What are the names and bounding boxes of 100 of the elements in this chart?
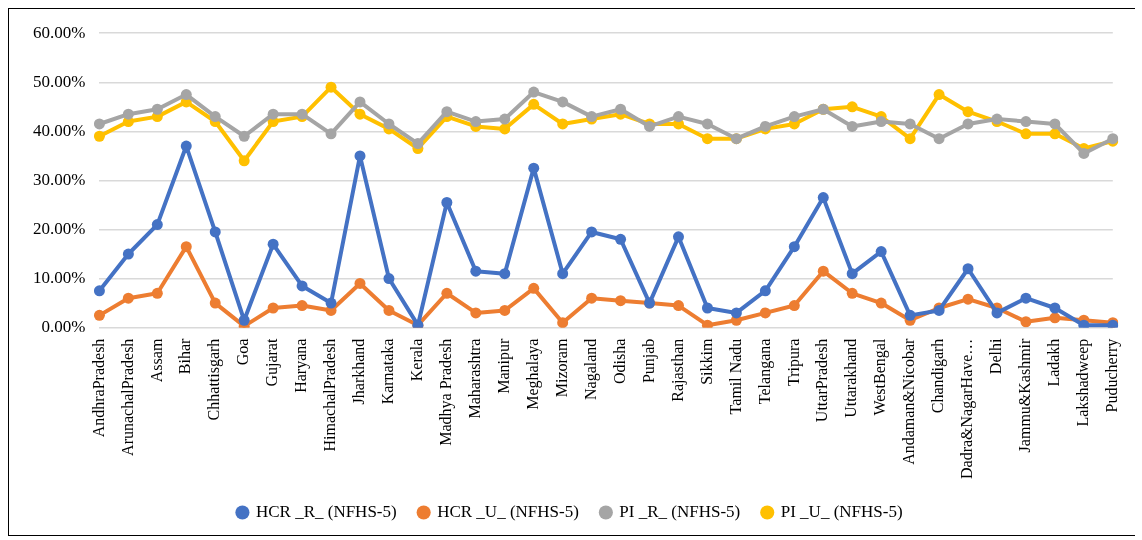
point [557, 268, 569, 280]
point [817, 265, 829, 277]
point [701, 133, 713, 145]
point [904, 118, 916, 130]
x-tick-label: Rajasthan [668, 338, 687, 402]
x-tick-label: Goa [234, 338, 252, 366]
point [701, 118, 713, 130]
x-tick-label: Karnataka [379, 338, 397, 405]
x-tick-label: Uttarakhand [842, 338, 860, 418]
x-tick-label: Chhattisgarh [205, 338, 224, 421]
point [846, 268, 858, 280]
y-tick-label: 0.00% [41, 317, 86, 337]
point [354, 96, 366, 108]
x-tick-label: Sikkim [697, 338, 715, 385]
point [180, 140, 192, 152]
x-tick-label: Tripura [784, 338, 803, 387]
point [759, 285, 771, 297]
point [470, 265, 482, 277]
point [1020, 316, 1032, 328]
x-tick-label: WestBengal [871, 338, 890, 416]
point [238, 130, 250, 142]
x-tick-label: Maharashtra [466, 338, 484, 419]
point [528, 282, 540, 294]
x-tick-label: Mizoram [552, 338, 570, 398]
point [933, 133, 945, 145]
point [701, 302, 713, 314]
legend-label: HCR _R_ (NFHS-5) [255, 501, 397, 521]
x-tick-label: Madhya Pradesh [437, 338, 456, 446]
point [122, 108, 134, 120]
point [325, 81, 337, 93]
y-tick-label: 30.00% [32, 169, 86, 189]
legend-label: HCR _U_ (NFHS-5) [437, 501, 579, 521]
point [991, 307, 1003, 319]
x-tick-label: Gujarat [263, 338, 282, 387]
point [701, 319, 713, 328]
point [1049, 118, 1061, 130]
point [470, 307, 482, 319]
point [875, 116, 887, 128]
point [846, 287, 858, 299]
point [383, 304, 395, 316]
point [1020, 128, 1032, 140]
point [672, 111, 684, 123]
x-tick-label: Kerala [408, 338, 426, 382]
point [933, 89, 945, 101]
point [151, 287, 163, 299]
point [875, 297, 887, 309]
point [93, 130, 105, 142]
point [296, 280, 308, 292]
point [499, 304, 511, 316]
point [586, 226, 598, 238]
point [759, 307, 771, 319]
x-tick-label: Telangana [755, 338, 774, 405]
point [151, 103, 163, 115]
point [93, 309, 105, 321]
point [1078, 319, 1090, 328]
x-tick-label: UttarPradesh [813, 338, 831, 423]
point [962, 293, 974, 305]
x-tick-label: ArunachalPradesh [118, 338, 136, 456]
x-tick-label: HimachalPradesh [321, 338, 339, 452]
legend-label: PI _U_ (NFHS-5) [780, 501, 903, 521]
point [267, 302, 279, 314]
point [441, 196, 453, 208]
point [209, 111, 221, 123]
point [904, 309, 916, 321]
x-tick-label: AndhraPradesh [89, 338, 107, 438]
point [557, 118, 569, 130]
point [296, 300, 308, 312]
point [962, 263, 974, 275]
point [788, 241, 800, 253]
point [904, 133, 916, 145]
point [962, 118, 974, 130]
x-tick-label: Punjab [639, 338, 658, 384]
point [470, 116, 482, 128]
point [1078, 147, 1090, 159]
point [730, 307, 742, 319]
point [672, 231, 684, 243]
x-tick-label: Assam [147, 338, 165, 383]
y-tick-label: 60.00% [32, 22, 86, 42]
x-tick-label: Nagaland [581, 338, 600, 400]
point [499, 268, 511, 280]
point [151, 219, 163, 231]
point [354, 277, 366, 289]
point [1020, 116, 1032, 128]
point [846, 120, 858, 132]
point [557, 96, 569, 108]
point [354, 150, 366, 162]
x-tick-label: Tamil Nadu [726, 338, 744, 415]
x-tick-label: Delhi [987, 338, 1005, 375]
point [441, 287, 453, 299]
y-tick-label: 40.00% [32, 120, 86, 140]
x-tick-label: Andaman&Nicobar [900, 337, 918, 465]
point [209, 297, 221, 309]
x-tick-label: Chandigarh [929, 338, 948, 414]
x-tick-label: Ladakh [1045, 338, 1063, 387]
point [180, 89, 192, 101]
point [354, 108, 366, 120]
x-tick-label: Meghalaya [523, 338, 542, 410]
point [499, 113, 511, 125]
point [1049, 302, 1061, 314]
point [1049, 128, 1061, 140]
